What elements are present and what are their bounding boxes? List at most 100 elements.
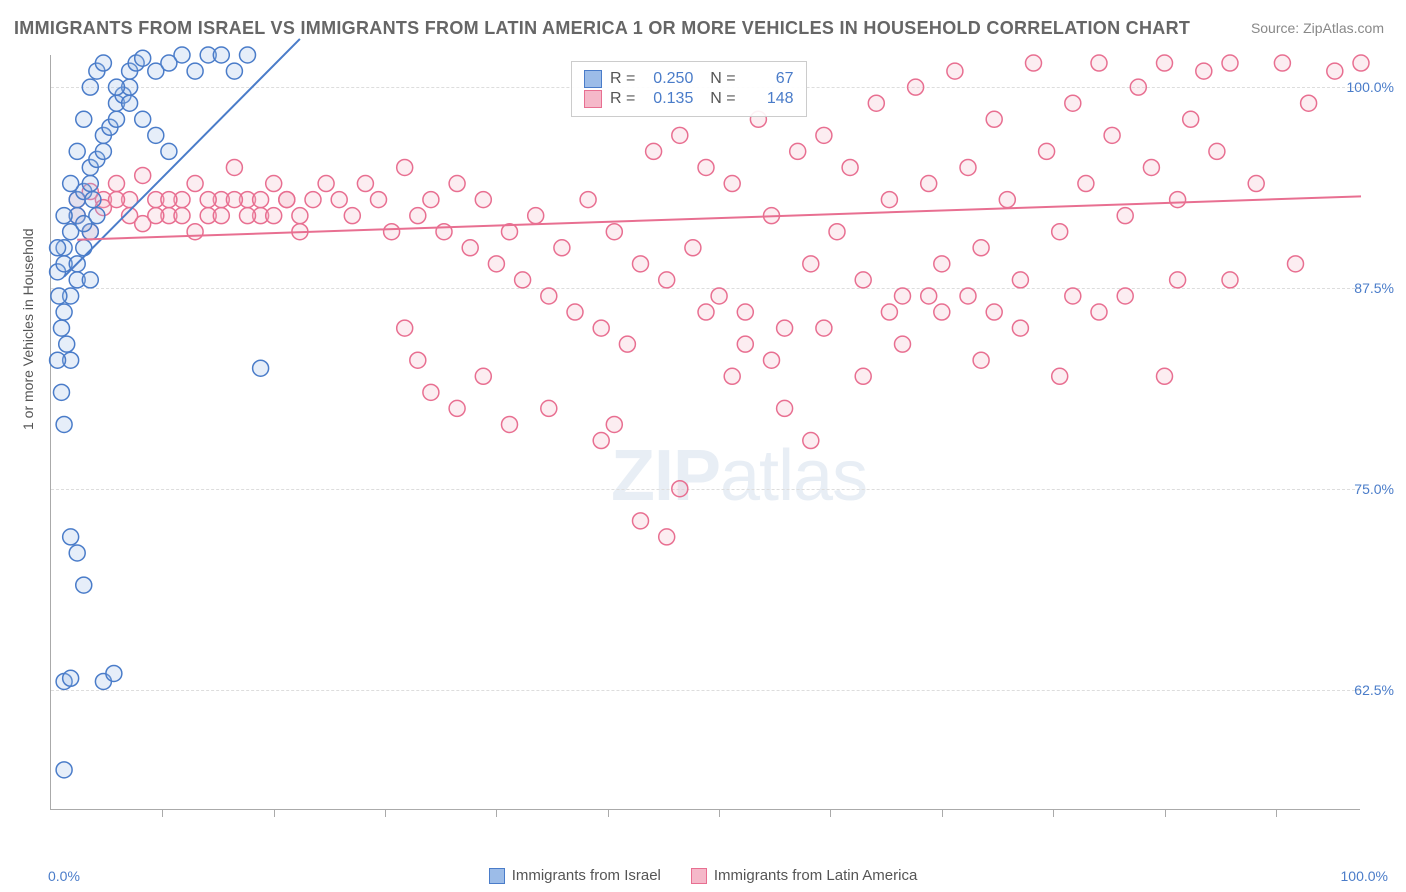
data-point [999, 192, 1015, 208]
legend-label: Immigrants from Latin America [714, 867, 917, 884]
data-point [213, 47, 229, 63]
data-point [122, 95, 138, 111]
data-point [488, 256, 504, 272]
data-point [344, 208, 360, 224]
data-point [226, 159, 242, 175]
stat-r-label: R = [610, 90, 635, 108]
data-point [475, 368, 491, 384]
data-point [1327, 63, 1343, 79]
data-point [1012, 272, 1028, 288]
data-point [1104, 127, 1120, 143]
y-tick-label: 62.5% [1354, 682, 1394, 698]
data-point [895, 336, 911, 352]
data-point [331, 192, 347, 208]
data-point [1288, 256, 1304, 272]
data-point [698, 159, 714, 175]
data-point [672, 481, 688, 497]
stats-row-israel: R = 0.250 N = 67 [584, 70, 794, 88]
data-point [1052, 368, 1068, 384]
scatter-svg [51, 55, 1360, 809]
data-point [226, 192, 242, 208]
y-axis-label: 1 or more Vehicles in Household [20, 228, 36, 430]
data-point [106, 665, 122, 681]
stat-r-value: 0.135 [643, 90, 693, 108]
data-point [82, 79, 98, 95]
data-point [986, 111, 1002, 127]
data-point [698, 304, 714, 320]
data-point [1026, 55, 1042, 71]
data-point [921, 176, 937, 192]
data-point [593, 320, 609, 336]
data-point [76, 577, 92, 593]
data-point [606, 224, 622, 240]
data-point [868, 95, 884, 111]
stat-r-value: 0.250 [643, 70, 693, 88]
data-point [777, 320, 793, 336]
swatch-icon [584, 70, 602, 88]
data-point [1301, 95, 1317, 111]
data-point [502, 416, 518, 432]
data-point [109, 192, 125, 208]
swatch-icon [584, 90, 602, 108]
data-point [803, 256, 819, 272]
stat-n-label: N = [701, 70, 735, 88]
data-point [921, 288, 937, 304]
data-point [1117, 208, 1133, 224]
data-point [1091, 304, 1107, 320]
data-point [53, 384, 69, 400]
data-point [240, 208, 256, 224]
data-point [829, 224, 845, 240]
data-point [135, 111, 151, 127]
data-point [109, 111, 125, 127]
data-point [187, 224, 203, 240]
data-point [226, 63, 242, 79]
data-point [1143, 159, 1159, 175]
data-point [76, 216, 92, 232]
legend-item-israel: Immigrants from Israel [489, 867, 661, 884]
data-point [161, 192, 177, 208]
data-point [764, 352, 780, 368]
data-point [266, 176, 282, 192]
plot-area: ZIPatlas R = 0.250 N = 67 R = 0.135 N = … [50, 55, 1360, 810]
data-point [63, 670, 79, 686]
data-point [187, 176, 203, 192]
data-point [528, 208, 544, 224]
data-point [109, 176, 125, 192]
data-point [475, 192, 491, 208]
data-point [659, 529, 675, 545]
data-point [410, 208, 426, 224]
data-point [1078, 176, 1094, 192]
data-point [1222, 272, 1238, 288]
data-point [187, 63, 203, 79]
data-point [148, 127, 164, 143]
data-point [855, 272, 871, 288]
data-point [279, 192, 295, 208]
data-point [449, 400, 465, 416]
data-point [397, 159, 413, 175]
data-point [711, 288, 727, 304]
data-point [606, 416, 622, 432]
data-point [253, 360, 269, 376]
data-point [960, 159, 976, 175]
data-point [934, 256, 950, 272]
data-point [803, 433, 819, 449]
data-point [85, 192, 101, 208]
data-point [659, 272, 675, 288]
data-point [397, 320, 413, 336]
data-point [161, 143, 177, 159]
data-point [410, 352, 426, 368]
data-point [737, 304, 753, 320]
data-point [672, 127, 688, 143]
legend-item-latam: Immigrants from Latin America [691, 867, 917, 884]
data-point [59, 336, 75, 352]
data-point [777, 400, 793, 416]
data-point [161, 55, 177, 71]
data-point [95, 55, 111, 71]
data-point [50, 240, 66, 256]
data-point [986, 304, 1002, 320]
data-point [76, 111, 92, 127]
data-point [384, 224, 400, 240]
data-point [1170, 272, 1186, 288]
y-tick-label: 100.0% [1347, 79, 1394, 95]
data-point [436, 224, 452, 240]
